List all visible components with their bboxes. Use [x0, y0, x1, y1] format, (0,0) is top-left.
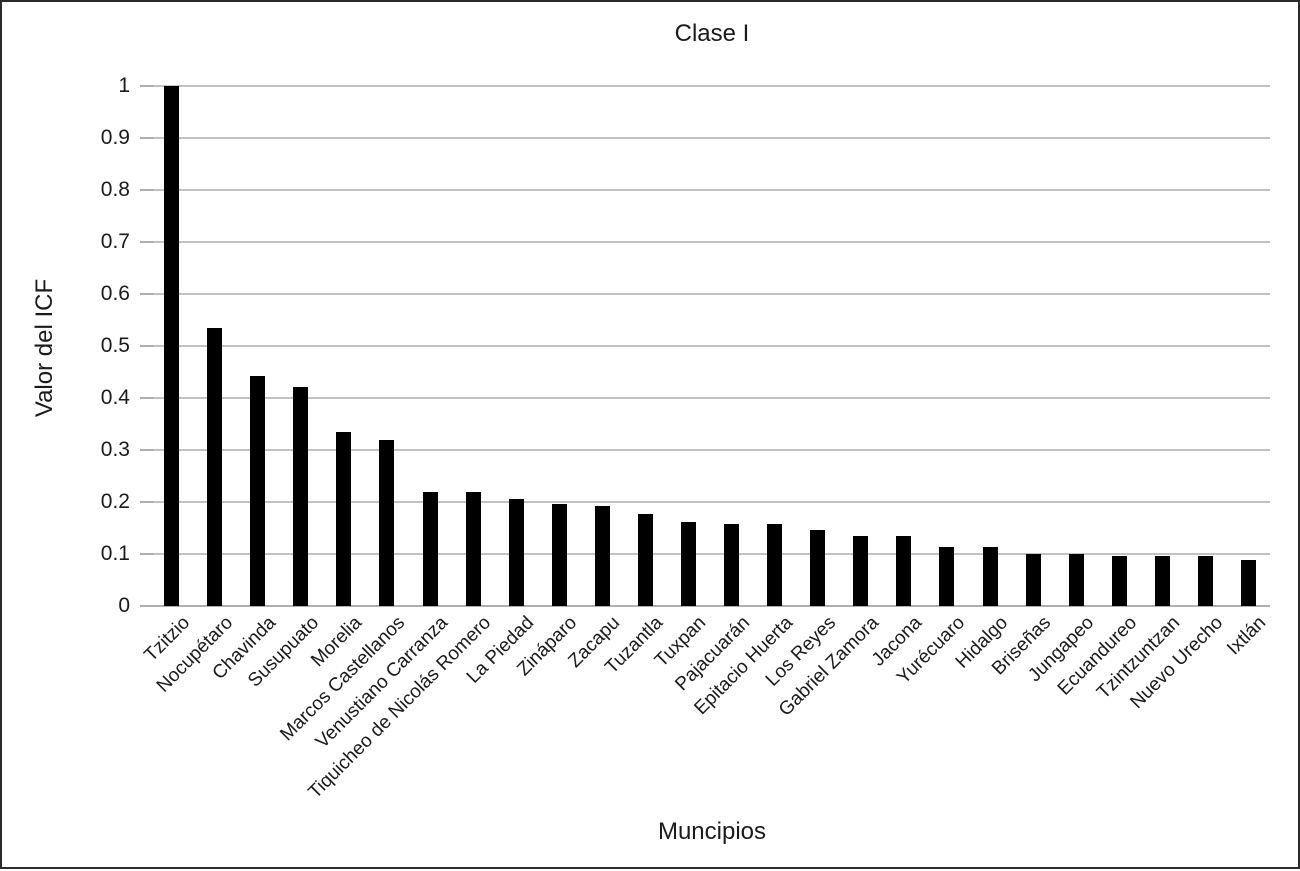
bar — [422, 492, 438, 606]
bar — [594, 506, 610, 606]
gridline — [150, 189, 1270, 191]
y-tick-label: 0.6 — [100, 282, 130, 305]
bar — [250, 376, 266, 606]
bar — [1240, 560, 1256, 606]
gridline — [150, 501, 1270, 503]
gridline — [150, 241, 1270, 243]
y-tick — [140, 345, 154, 347]
bar — [637, 514, 653, 606]
bar — [379, 440, 395, 606]
bar — [810, 530, 826, 606]
y-tick-label: 1 — [118, 74, 130, 97]
bar — [982, 546, 998, 606]
y-tick — [140, 189, 154, 191]
bar — [724, 524, 740, 606]
y-tick — [140, 241, 154, 243]
bar — [293, 386, 309, 606]
bar — [207, 327, 223, 606]
y-tick-label: 0.7 — [100, 230, 130, 253]
y-tick-label: 0 — [118, 594, 130, 617]
gridline — [150, 553, 1270, 555]
y-tick-label: 0.9 — [100, 126, 130, 149]
y-tick-label: 0.1 — [100, 542, 130, 565]
bar — [551, 504, 567, 606]
bar — [164, 86, 180, 606]
gridline — [150, 293, 1270, 295]
y-tick — [140, 449, 154, 451]
gridline — [150, 345, 1270, 347]
bar — [939, 546, 955, 606]
bar — [1111, 556, 1127, 606]
y-tick — [140, 553, 154, 555]
bar — [680, 522, 696, 606]
y-tick — [140, 293, 154, 295]
x-axis-line — [150, 605, 1270, 607]
x-axis-title: Muncipios — [657, 818, 767, 845]
bar — [336, 432, 352, 606]
bar — [896, 536, 912, 606]
bar — [1197, 556, 1213, 606]
y-tick — [140, 501, 154, 503]
gridline — [150, 85, 1270, 87]
bar — [1025, 554, 1041, 606]
y-tick-label: 0.3 — [100, 438, 130, 461]
y-tick-label: 0.2 — [100, 490, 130, 513]
y-tick — [140, 605, 154, 607]
y-tick-label: 0.8 — [100, 178, 130, 201]
bar — [767, 524, 783, 606]
gridline — [150, 397, 1270, 399]
y-tick — [140, 85, 154, 87]
bar — [1068, 554, 1084, 606]
y-tick-label: 0.5 — [100, 334, 130, 357]
y-tick-label: 0.4 — [100, 386, 130, 409]
gridline — [150, 137, 1270, 139]
bar — [853, 536, 869, 606]
bar — [1154, 556, 1170, 606]
chart-title: Clase I — [674, 20, 750, 47]
y-tick — [140, 137, 154, 139]
bar — [465, 492, 481, 606]
bar — [508, 498, 524, 606]
gridline — [150, 449, 1270, 451]
y-tick — [140, 397, 154, 399]
